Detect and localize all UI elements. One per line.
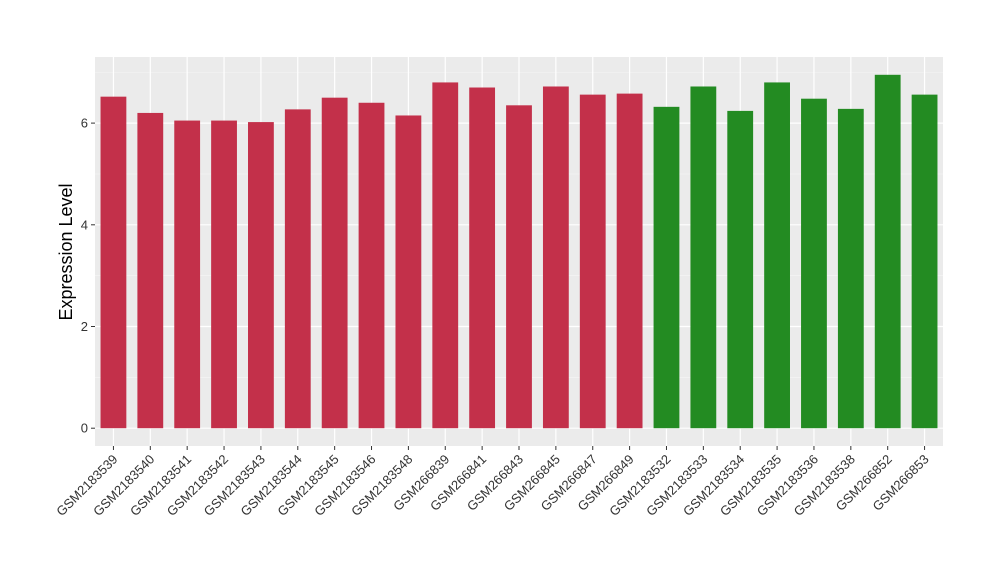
bar bbox=[100, 96, 127, 429]
bar bbox=[727, 110, 754, 429]
bar bbox=[874, 74, 901, 429]
y-axis-title: Expression Level bbox=[56, 183, 76, 320]
bar bbox=[469, 87, 496, 429]
bar bbox=[211, 120, 237, 429]
bar bbox=[616, 93, 643, 429]
bar bbox=[506, 105, 532, 429]
bar bbox=[248, 122, 274, 429]
bar bbox=[137, 112, 164, 429]
bar bbox=[321, 97, 348, 429]
bar bbox=[542, 86, 569, 429]
bar bbox=[764, 82, 790, 429]
bar bbox=[358, 102, 385, 429]
bar bbox=[801, 98, 827, 429]
bar bbox=[395, 115, 422, 429]
bar bbox=[284, 109, 311, 429]
y-tick-label: 6 bbox=[81, 116, 88, 131]
bar bbox=[837, 108, 864, 429]
y-tick-label: 0 bbox=[81, 421, 88, 436]
bar bbox=[653, 106, 680, 429]
bar bbox=[174, 120, 201, 429]
bar bbox=[579, 94, 606, 429]
bar bbox=[432, 82, 459, 429]
bar bbox=[911, 94, 938, 429]
y-tick-label: 2 bbox=[81, 319, 88, 334]
y-tick-label: 4 bbox=[81, 217, 88, 232]
bar bbox=[690, 86, 717, 429]
